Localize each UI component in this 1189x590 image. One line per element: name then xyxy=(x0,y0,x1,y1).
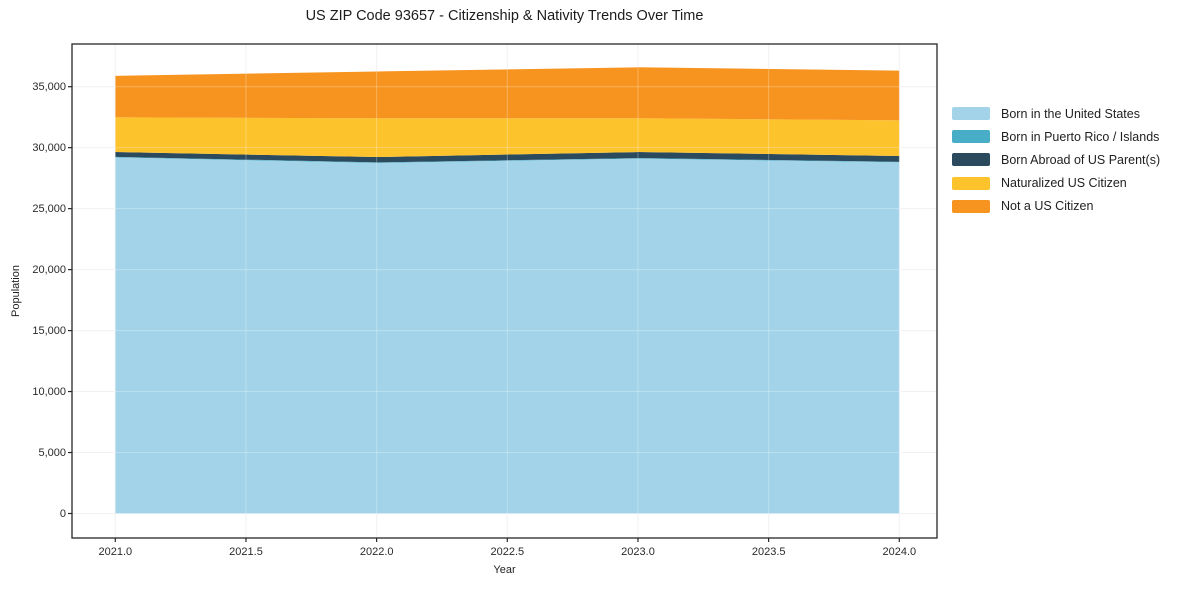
legend-label: Born Abroad of US Parent(s) xyxy=(1001,152,1161,167)
y-axis-label: Population xyxy=(10,265,22,317)
legend-item: Born in Puerto Rico / Islands xyxy=(952,125,1160,148)
legend-swatch-born-us xyxy=(952,107,990,121)
y-tick-label: 30,000 xyxy=(32,141,66,154)
legend-item: Not a US Citizen xyxy=(952,195,1160,218)
legend-swatch-born-abroad xyxy=(952,153,990,167)
legend-item: Naturalized US Citizen xyxy=(952,172,1160,195)
legend-swatch-naturalized xyxy=(952,176,990,190)
chart-title: US ZIP Code 93657 - Citizenship & Nativi… xyxy=(305,8,704,24)
legend-swatch-puerto-rico xyxy=(952,130,990,144)
x-tick-label: 2023.5 xyxy=(751,546,786,558)
x-tick-label: 2021.5 xyxy=(229,546,263,558)
legend-item: Born Abroad of US Parent(s) xyxy=(952,148,1160,171)
x-tick-label: 2021.0 xyxy=(98,546,133,558)
x-tick-label: 2024.0 xyxy=(882,546,917,558)
y-tick-label: 5,000 xyxy=(38,446,66,459)
x-tick-label: 2022.0 xyxy=(359,546,394,558)
x-axis-label: Year xyxy=(493,564,516,576)
y-tick-label: 20,000 xyxy=(32,263,66,276)
legend-swatch-not-citizen xyxy=(952,199,990,213)
y-tick-label: 15,000 xyxy=(32,324,66,337)
legend-label: Born in Puerto Rico / Islands xyxy=(1001,129,1160,144)
x-tick-label: 2023.0 xyxy=(621,546,655,558)
legend: Born in the United States Born in Puerto… xyxy=(952,102,1160,218)
y-tick-label: 10,000 xyxy=(32,385,66,398)
y-tick-label: 35,000 xyxy=(32,80,66,93)
y-tick-label: 25,000 xyxy=(32,202,66,215)
legend-label: Born in the United States xyxy=(1001,106,1140,121)
legend-label: Naturalized US Citizen xyxy=(1001,176,1127,191)
x-tick-label: 2022.5 xyxy=(490,546,525,558)
legend-label: Not a US Citizen xyxy=(1001,199,1094,214)
y-tick-label: 0 xyxy=(59,507,66,520)
legend-item: Born in the United States xyxy=(952,102,1160,125)
